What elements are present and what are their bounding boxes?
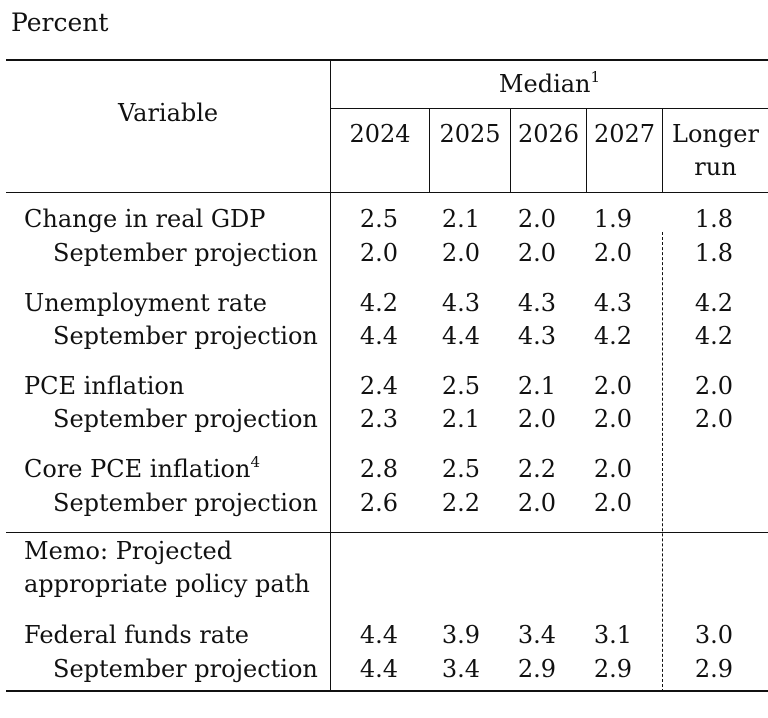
value-cell: 2.6 <box>359 489 399 517</box>
value-cell: 1.9 <box>593 205 633 233</box>
value-cell: 4.3 <box>441 289 481 317</box>
row-label-text: September projection <box>53 405 318 433</box>
value-cell: 4.3 <box>517 289 557 317</box>
year-header-2025: 2025 <box>439 120 501 148</box>
value-cell: 2.9 <box>593 655 633 683</box>
row-label-text: Core PCE inflation <box>24 455 251 483</box>
value-cell: 4.2 <box>359 289 399 317</box>
longer-run-dashed-divider <box>662 232 663 692</box>
row-label: Core PCE inflation4 <box>24 452 260 489</box>
year-divider-1 <box>429 109 431 193</box>
value-cell: 2.0 <box>593 239 633 267</box>
row-label-text: Unemployment rate <box>24 289 268 317</box>
value-cell: 3.4 <box>441 655 481 683</box>
unit-label: Percent <box>11 8 109 37</box>
value-cell: 2.0 <box>517 205 557 233</box>
memo-label: Memo: Projected <box>24 537 233 565</box>
row-label-september-projection: September projection <box>53 319 318 353</box>
value-cell: 2.1 <box>441 205 481 233</box>
value-cell: 4.3 <box>593 289 633 317</box>
value-cell: 2.5 <box>441 372 481 400</box>
value-cell: 4.3 <box>517 322 557 350</box>
row-label-text: Change in real GDP <box>24 205 266 233</box>
year-divider-3 <box>586 109 588 193</box>
variable-header: Variable <box>118 99 219 127</box>
value-cell: 2.5 <box>359 205 399 233</box>
value-cell: 4.4 <box>441 322 481 350</box>
row-label-text: September projection <box>53 239 318 267</box>
row-label-september-projection: September projection <box>53 236 318 270</box>
memo-rule <box>6 532 768 534</box>
median-header: Median1 <box>331 67 768 104</box>
value-cell: 2.5 <box>441 455 481 483</box>
row-label-text: September projection <box>53 655 318 683</box>
value-cell: 2.0 <box>593 405 633 433</box>
memo-label-2: appropriate policy path <box>24 570 310 598</box>
row-label: Federal funds rate <box>24 618 249 652</box>
value-cell: 4.2 <box>593 322 633 350</box>
row-label: Change in real GDP <box>24 202 265 236</box>
year-header-2026: 2026 <box>517 120 580 148</box>
row-label-september-projection: September projection <box>53 652 318 686</box>
value-cell: 4.4 <box>359 655 399 683</box>
value-cell: 2.0 <box>593 489 633 517</box>
value-cell: 2.4 <box>359 372 399 400</box>
value-cell: 2.9 <box>517 655 557 683</box>
median-rule <box>331 108 768 110</box>
longer-run-cell: 2.9 <box>694 655 734 683</box>
row-label-september-projection: September projection <box>53 486 318 520</box>
value-cell: 2.1 <box>517 372 557 400</box>
value-cell: 2.0 <box>441 239 481 267</box>
row-label-text: September projection <box>53 489 318 517</box>
variable-divider <box>330 60 332 691</box>
value-cell: 2.0 <box>517 489 557 517</box>
longer-run-cell: 3.0 <box>694 621 734 649</box>
row-label: PCE inflation <box>24 369 184 403</box>
median-footnote: 1 <box>590 68 601 86</box>
value-cell: 3.9 <box>441 621 481 649</box>
year-divider-2 <box>510 109 512 193</box>
longer-run-cell: 2.0 <box>694 405 734 433</box>
longer-run-cell: 4.2 <box>694 322 734 350</box>
row-footnote: 4 <box>250 453 260 471</box>
value-cell: 3.4 <box>517 621 557 649</box>
median-header-text: Median <box>498 70 591 98</box>
value-cell: 4.4 <box>359 621 399 649</box>
value-cell: 2.2 <box>517 455 557 483</box>
value-cell: 2.8 <box>359 455 399 483</box>
row-label-text: PCE inflation <box>24 372 185 400</box>
bottom-rule <box>6 690 768 692</box>
header-rule <box>6 192 768 194</box>
longer-run-cell: 2.0 <box>694 372 734 400</box>
longer-run-cell: 1.8 <box>694 205 734 233</box>
value-cell: 2.1 <box>441 405 481 433</box>
value-cell: 2.0 <box>359 239 399 267</box>
row-label-text: September projection <box>53 322 318 350</box>
top-rule <box>6 59 768 61</box>
value-cell: 2.2 <box>441 489 481 517</box>
longer-run-cell: 4.2 <box>694 289 734 317</box>
value-cell: 2.0 <box>593 372 633 400</box>
value-cell: 4.4 <box>359 322 399 350</box>
row-label-september-projection: September projection <box>53 402 318 436</box>
value-cell: 3.1 <box>593 621 633 649</box>
row-label: Unemployment rate <box>24 286 267 320</box>
value-cell: 2.0 <box>517 239 557 267</box>
year-header-2024: 2024 <box>349 120 411 148</box>
value-cell: 2.0 <box>593 455 633 483</box>
year-divider-4 <box>662 109 664 193</box>
row-label-text: Federal funds rate <box>24 621 249 649</box>
longer-run-cell: 1.8 <box>694 239 734 267</box>
longer-run-header-2: run <box>694 153 737 181</box>
longer-run-header: Longer <box>672 120 759 148</box>
value-cell: 2.3 <box>359 405 399 433</box>
value-cell: 2.0 <box>517 405 557 433</box>
year-header-2027: 2027 <box>593 120 656 148</box>
